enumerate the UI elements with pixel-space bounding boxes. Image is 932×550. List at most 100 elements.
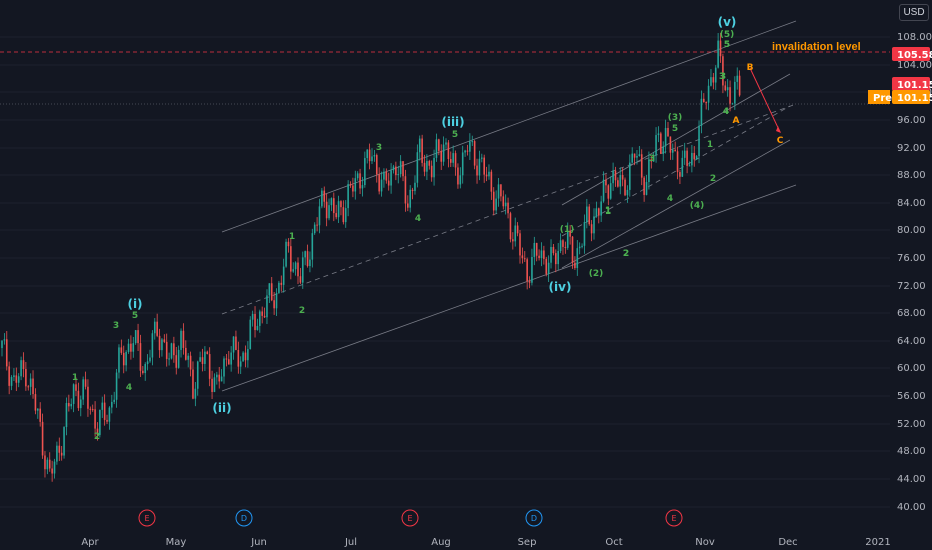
candle-body	[237, 349, 240, 367]
candle-body	[476, 165, 478, 176]
candle-body	[142, 370, 144, 374]
candle-body	[137, 330, 139, 344]
candle-body	[519, 233, 521, 256]
candle-body	[318, 206, 321, 226]
candle-body	[593, 216, 595, 234]
candle-body	[452, 153, 454, 163]
candle-body	[707, 85, 710, 103]
candle-body	[208, 354, 211, 379]
candle-body	[108, 407, 111, 422]
candle-body	[502, 196, 505, 207]
minor-wave-label: 5	[672, 124, 678, 134]
invalidation-label: invalidation level	[772, 41, 861, 53]
candle-body	[218, 374, 221, 382]
candle-body	[216, 374, 218, 378]
candle-body	[471, 141, 474, 143]
candle-body	[259, 311, 261, 326]
candle-body	[426, 161, 428, 172]
candle-body	[101, 402, 104, 410]
minor-wave-label: 2	[94, 432, 100, 442]
candle-body	[500, 184, 502, 197]
candle-body	[643, 177, 645, 195]
minor-wave-label: (4)	[690, 201, 705, 211]
candle-body	[299, 276, 302, 283]
candle-body	[75, 384, 77, 391]
candle-body	[364, 158, 366, 186]
candle-body	[383, 171, 385, 180]
candle-body	[430, 165, 433, 178]
candle-body	[569, 230, 571, 237]
candle-body	[20, 360, 22, 377]
y-tick-label: 56.00	[897, 391, 926, 402]
candle-body	[619, 175, 622, 187]
candle-body	[469, 141, 471, 152]
x-tick-label: May	[166, 537, 187, 548]
candle-body	[571, 236, 574, 263]
candle-body	[712, 77, 715, 83]
candle-body	[134, 330, 137, 344]
candle-body	[204, 351, 206, 364]
candle-body	[27, 386, 30, 388]
candle-body	[409, 189, 411, 208]
price-axis[interactable]: 108.00104.00100.0096.0092.0088.0084.0080…	[897, 32, 932, 513]
candle-body	[84, 379, 87, 387]
y-tick-label: 68.00	[897, 308, 926, 319]
minor-wave-label: 2	[623, 249, 629, 259]
candle-body	[158, 335, 161, 351]
candle-body	[313, 224, 316, 234]
candle-body	[457, 167, 459, 185]
candle-body	[399, 161, 402, 175]
candle-body	[466, 150, 469, 152]
minor-wave-label: 5	[724, 40, 730, 50]
candle-body	[509, 213, 512, 240]
candle-body	[521, 255, 524, 259]
time-axis[interactable]: Apr May Jun Jul Aug Sep Oct Nov Dec 2021	[81, 537, 890, 548]
price-tags: 105.58 101.15 Pre 101.15	[868, 47, 932, 104]
y-tick-label: 76.00	[897, 253, 926, 264]
candle-body	[301, 257, 304, 283]
y-tick-label: 52.00	[897, 419, 926, 430]
candle-body	[189, 355, 192, 370]
candle-body	[564, 246, 567, 248]
candle-body	[168, 358, 170, 360]
candle-body	[729, 87, 731, 104]
currency-label[interactable]: USD	[899, 4, 929, 21]
candle-body	[46, 459, 49, 470]
candle-body	[352, 185, 354, 192]
grid	[0, 36, 890, 508]
candle-body	[683, 150, 686, 158]
candle-body	[722, 56, 724, 86]
candle-body	[602, 179, 605, 202]
candle-body	[714, 67, 717, 83]
candle-body	[526, 259, 528, 282]
candle-body	[433, 157, 435, 178]
candle-body	[311, 233, 314, 260]
event-marker	[138, 509, 156, 527]
candle-body	[79, 399, 82, 409]
candle-body	[595, 208, 598, 217]
minor-wave-label: 1	[72, 373, 78, 383]
minor-wave-label: 2	[299, 306, 305, 316]
y-tick-label: 96.00	[897, 115, 926, 126]
candle-body	[607, 185, 610, 199]
candle-body	[590, 224, 593, 234]
candle-body	[292, 269, 295, 272]
candle-body	[576, 248, 579, 269]
candle-body	[278, 282, 280, 293]
candle-body	[211, 378, 213, 392]
candle-body	[268, 283, 271, 296]
candle-body	[323, 190, 326, 202]
price-tag-bg	[892, 90, 930, 104]
x-tick-label: Apr	[81, 537, 99, 548]
candle-body	[206, 351, 209, 355]
candle-body	[256, 325, 259, 331]
candle-body	[48, 459, 51, 469]
candle-body	[562, 240, 564, 247]
candle-body	[624, 179, 626, 196]
candle-body	[650, 159, 653, 162]
minor-wave-label: 5	[132, 311, 138, 321]
candle-body	[640, 154, 643, 178]
candle-body	[96, 428, 99, 435]
